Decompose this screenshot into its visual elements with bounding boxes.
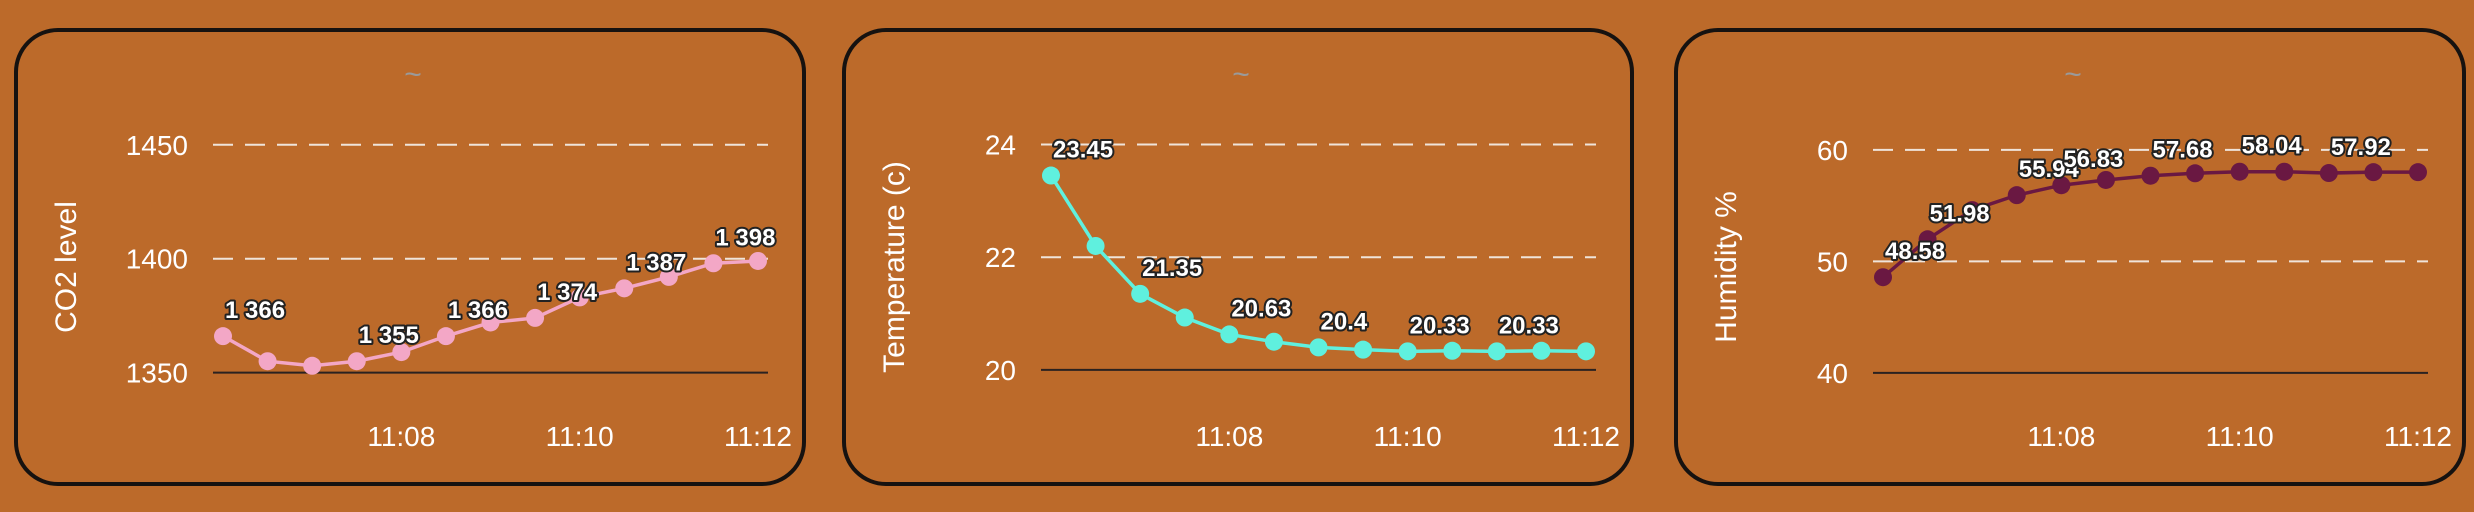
y-tick-label: 1400 bbox=[126, 244, 188, 275]
data-point bbox=[1532, 341, 1551, 360]
x-tick-label: 11:12 bbox=[2384, 421, 2452, 452]
data-point bbox=[2096, 170, 2115, 189]
x-tick-label: 11:10 bbox=[1374, 421, 1442, 452]
data-point bbox=[1042, 166, 1060, 185]
data-label: 1 398 bbox=[715, 224, 775, 251]
data-point bbox=[2052, 176, 2071, 195]
y-axis-label: Humidity % bbox=[1710, 191, 1743, 343]
data-point bbox=[1175, 308, 1194, 327]
temperature-chart: ~ Temperature (c) 20 22 24 11:08 11:10 11:12 2… bbox=[878, 58, 1620, 452]
data-point bbox=[214, 327, 232, 346]
data-label: 58.04 bbox=[2242, 133, 2303, 160]
data-label: 55.94 bbox=[2019, 156, 2080, 183]
data-label: 1 374 bbox=[537, 279, 598, 306]
data-point bbox=[2007, 186, 2026, 205]
data-label: 57.92 bbox=[2331, 134, 2391, 161]
data-label: 51.98 bbox=[1930, 200, 1990, 227]
y-tick-label: 1450 bbox=[126, 130, 188, 161]
data-label: 20.33 bbox=[1410, 312, 1470, 339]
data-point bbox=[1220, 325, 1239, 344]
data-point bbox=[1086, 236, 1105, 255]
y-tick-label: 24 bbox=[985, 130, 1016, 161]
data-point bbox=[749, 251, 767, 270]
data-point bbox=[2186, 164, 2205, 183]
data-label: 23.45 bbox=[1053, 137, 1113, 164]
data-point bbox=[2230, 162, 2249, 181]
data-label: 56.83 bbox=[2063, 146, 2123, 173]
y-axis-label: CO2 level bbox=[50, 201, 83, 333]
x-tick-label: 11:08 bbox=[2027, 421, 2095, 452]
data-label: 21.35 bbox=[1142, 255, 1202, 282]
data-point bbox=[1443, 341, 1462, 360]
data-point bbox=[2141, 166, 2160, 185]
data-label: 20.63 bbox=[1231, 295, 1291, 322]
x-tick-label: 11:12 bbox=[1552, 421, 1620, 452]
data-label: 1 366 bbox=[448, 297, 508, 324]
data-point bbox=[1577, 342, 1595, 361]
data-point bbox=[659, 267, 678, 286]
data-point bbox=[1398, 342, 1417, 361]
data-point bbox=[1309, 338, 1328, 357]
data-label: 57.68 bbox=[2153, 137, 2213, 164]
data-label: 1 355 bbox=[359, 322, 419, 349]
data-point bbox=[1264, 332, 1283, 351]
data-point bbox=[526, 308, 545, 327]
data-point bbox=[436, 327, 455, 346]
data-point bbox=[2275, 162, 2294, 181]
data-point bbox=[481, 313, 500, 332]
chart-title: ~ bbox=[404, 58, 422, 91]
chart-title: ~ bbox=[2064, 58, 2082, 91]
x-tick-label: 11:10 bbox=[546, 421, 614, 452]
co2-chart: ~ CO2 level 1350 1400 1450 11:08 11:10 11:12 1… bbox=[50, 58, 792, 452]
data-point bbox=[1131, 284, 1150, 303]
y-tick-label: 50 bbox=[1817, 246, 1848, 277]
y-tick-label: 22 bbox=[985, 242, 1016, 273]
data-point bbox=[258, 352, 277, 371]
data-point bbox=[1874, 268, 1892, 287]
chart-title: ~ bbox=[1232, 58, 1250, 91]
data-point bbox=[1487, 342, 1506, 361]
data-point bbox=[1354, 340, 1373, 359]
data-label: 20.33 bbox=[1499, 312, 1559, 339]
data-point bbox=[570, 288, 589, 307]
data-label: 1 387 bbox=[626, 249, 686, 276]
y-tick-label: 40 bbox=[1817, 358, 1848, 389]
temperature-chart-panel: ~ Temperature (c) 20 22 24 11:08 11:10 11:12 2… bbox=[842, 28, 1634, 486]
data-point bbox=[347, 352, 366, 371]
x-tick-label: 11:12 bbox=[724, 421, 792, 452]
data-label: 48.58 bbox=[1885, 238, 1945, 265]
x-tick-label: 11:10 bbox=[2206, 421, 2274, 452]
data-point bbox=[1918, 230, 1937, 249]
data-label: 20.4 bbox=[1321, 308, 1368, 335]
data-point bbox=[2364, 163, 2383, 182]
humidity-chart-panel: ~ Humidity % 40 50 60 11:08 11:10 11:12 48.58 5… bbox=[1674, 28, 2466, 486]
data-point bbox=[392, 343, 411, 362]
y-tick-label: 20 bbox=[985, 355, 1016, 386]
co2-chart-panel: ~ CO2 level 1350 1400 1450 11:08 11:10 11:12 1… bbox=[14, 28, 806, 486]
data-point bbox=[1963, 201, 1982, 220]
y-axis-label: Temperature (c) bbox=[878, 161, 911, 373]
data-label: 1 366 bbox=[225, 297, 285, 324]
x-tick-label: 11:08 bbox=[1195, 421, 1263, 452]
data-point bbox=[2319, 164, 2338, 183]
data-point bbox=[303, 356, 322, 375]
data-point bbox=[615, 279, 634, 298]
data-point bbox=[704, 254, 723, 273]
x-tick-label: 11:08 bbox=[367, 421, 435, 452]
y-tick-label: 1350 bbox=[126, 358, 188, 389]
data-point bbox=[2409, 163, 2427, 182]
humidity-chart: ~ Humidity % 40 50 60 11:08 11:10 11:12 48.58 5… bbox=[1710, 58, 2452, 452]
y-tick-label: 60 bbox=[1817, 135, 1848, 166]
